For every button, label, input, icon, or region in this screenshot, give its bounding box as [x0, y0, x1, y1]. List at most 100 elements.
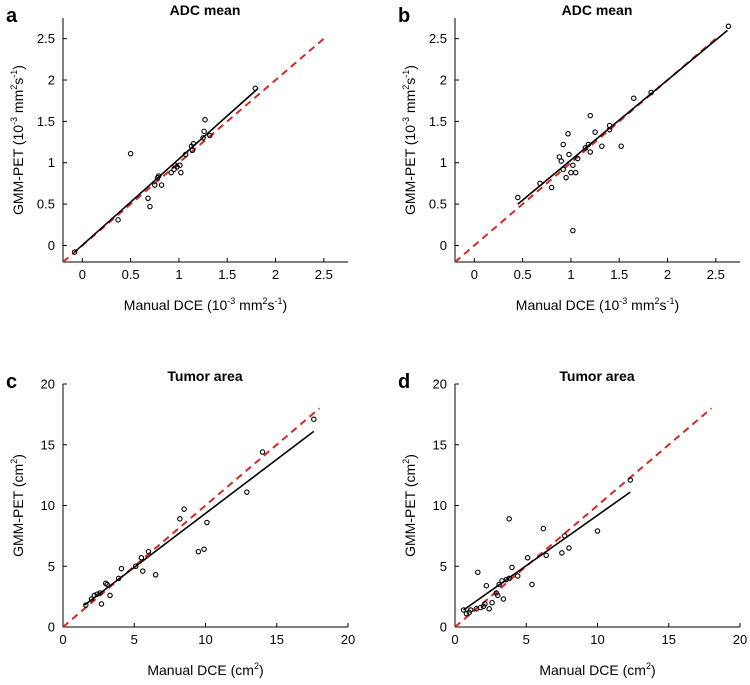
y-axis-label-main: GMM-PET (cm — [402, 464, 418, 557]
data-point — [177, 162, 183, 168]
data-point — [496, 581, 502, 588]
data-point — [630, 95, 637, 101]
identity-line — [63, 407, 321, 627]
data-point — [145, 195, 151, 202]
panel-c: c Tumor area 0 5 10 15 20 0 5 10 15 20 Manual DCE (c… — [6, 368, 355, 678]
x-tick-label: 1.5 — [610, 267, 628, 282]
panel-d: d Tumor area 0 5 10 15 20 0 5 10 15 20 Manual DCE (c… — [398, 368, 747, 678]
y-axis-label-main: GMM-PET (10 — [402, 125, 418, 215]
y-axis-label-end: ) — [10, 65, 26, 70]
data-point — [200, 135, 206, 141]
regression-line — [517, 29, 728, 205]
data-point — [103, 580, 109, 587]
x-axis-label: Manual DCE (cm2) — [147, 661, 263, 678]
y-axis-label-end: ) — [10, 454, 26, 459]
y-axis-label-sup1: 2 — [9, 459, 19, 464]
data-point — [460, 607, 467, 613]
x-tick-label: 2 — [272, 267, 279, 282]
data-point — [107, 592, 113, 599]
y-tick-label: 0 — [48, 238, 55, 253]
x-axis-label-sup1: -3 — [227, 296, 235, 306]
data-point — [627, 477, 634, 483]
x-tick-label: 0 — [451, 632, 458, 647]
panel-b: b ADC mean 0 0.5 1 1.5 2 2.5 0 0.5 1 1.5 2 2.5 Manual … — [398, 2, 740, 313]
data-point — [594, 528, 601, 534]
x-tick-label: 20 — [341, 632, 355, 647]
y-tick-label: 0.5 — [429, 197, 447, 212]
data-point — [570, 162, 576, 168]
data-point — [168, 169, 174, 176]
x-axis-label-sup2: 2 — [263, 296, 268, 306]
x-axis-label-mid: mm — [627, 297, 654, 313]
data-point — [506, 516, 512, 522]
data-point — [140, 568, 146, 574]
data-point — [207, 132, 213, 139]
x-axis-label-end: ) — [283, 297, 288, 313]
data-point — [145, 548, 152, 555]
data-point — [566, 151, 572, 158]
data-point — [574, 155, 581, 162]
data-point — [152, 182, 158, 188]
chart-title: Tumor area — [167, 368, 242, 384]
data-point — [259, 449, 266, 455]
y-tick-label: 5 — [48, 559, 55, 574]
x-tick-label: 1 — [567, 267, 574, 282]
data-point — [132, 563, 139, 569]
data-point — [201, 546, 207, 552]
data-point — [599, 143, 605, 149]
y-axis-label-sup2: 2 — [401, 85, 411, 90]
data-point — [147, 203, 153, 210]
data-point — [509, 564, 515, 571]
x-tick-label: 0 — [471, 267, 478, 282]
y-tick-label: 0 — [440, 620, 447, 635]
data-point — [486, 606, 492, 612]
x-axis-label-main: Manual DCE (cm — [539, 662, 646, 678]
data-point — [83, 602, 89, 608]
x-axis-label-sup1: 2 — [254, 661, 259, 671]
x-axis-label-sup3: -1 — [667, 296, 675, 306]
data-point — [515, 194, 521, 201]
x-axis-label-sup3: -1 — [275, 296, 283, 306]
data-point — [587, 112, 594, 119]
data-point — [152, 572, 159, 578]
x-axis-label-main: Manual DCE (10 — [124, 297, 228, 313]
data-point — [573, 169, 579, 176]
data-point — [244, 489, 250, 495]
identity-line — [63, 37, 325, 262]
x-axis-label-main: Manual DCE (10 — [516, 297, 620, 313]
data-point — [311, 416, 317, 422]
data-point — [558, 158, 565, 164]
x-tick-label: 0 — [59, 632, 66, 647]
x-tick-label: 2 — [664, 267, 671, 282]
panel-letter: a — [6, 5, 18, 27]
y-tick-label: 1 — [440, 155, 447, 170]
data-point — [494, 592, 501, 599]
data-point — [97, 590, 103, 596]
data-point — [514, 573, 521, 579]
chart-title: ADC mean — [562, 2, 633, 18]
y-axis-label-mid: mm — [10, 90, 26, 117]
y-axis-label-sup2: 2 — [9, 85, 19, 90]
data-point — [725, 23, 732, 30]
data-point — [524, 554, 531, 561]
regression-line — [463, 491, 631, 611]
data-point — [189, 147, 196, 154]
data-point — [463, 610, 470, 617]
data-point — [477, 604, 484, 611]
identity-line — [455, 407, 713, 627]
y-tick-label: 1.5 — [37, 114, 55, 129]
x-axis-label-end: ) — [259, 662, 264, 678]
data-point — [178, 169, 184, 176]
data-point — [592, 129, 598, 135]
x-tick-label: 10 — [590, 632, 604, 647]
y-tick-label: 0.5 — [37, 197, 55, 212]
data-point — [467, 607, 474, 613]
y-tick-label: 20 — [41, 377, 55, 392]
y-axis-label-tail: s — [402, 78, 418, 85]
x-tick-label: 10 — [198, 632, 212, 647]
x-axis-label-tail: s — [660, 297, 667, 313]
data-point — [503, 576, 510, 583]
data-point — [127, 150, 134, 157]
data-point — [582, 145, 589, 151]
